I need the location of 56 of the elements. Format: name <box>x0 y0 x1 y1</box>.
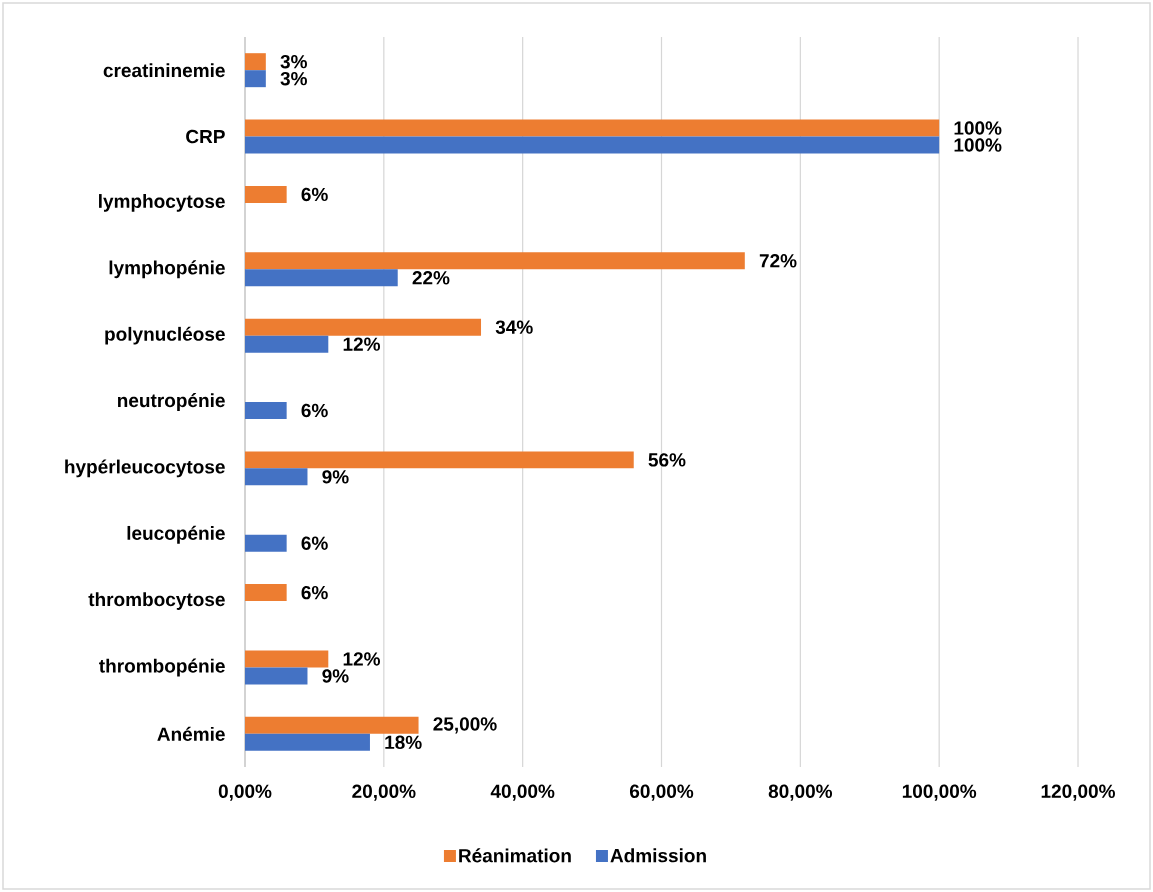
data-label: 9% <box>322 470 349 484</box>
bar <box>245 335 329 353</box>
bar <box>245 650 329 668</box>
data-label: 25,00% <box>433 717 497 734</box>
bar <box>245 136 940 154</box>
data-label: 9% <box>322 669 349 683</box>
data-label: 6% <box>301 403 328 418</box>
data-label: 22% <box>412 271 450 285</box>
y-tick-label: thrombocytose <box>88 592 225 610</box>
legend-label: Admission <box>610 848 706 863</box>
y-tick-label: polynucléose <box>105 326 225 345</box>
data-label: 3% <box>280 54 307 69</box>
bar <box>245 534 287 552</box>
data-label: 12% <box>343 337 381 351</box>
bar <box>245 119 940 137</box>
bar <box>245 318 482 336</box>
x-tick-label: 100,00% <box>902 784 977 801</box>
bar <box>245 716 419 734</box>
y-tick-label: lymphopénie <box>109 260 225 279</box>
bar <box>245 451 634 469</box>
x-tick-label: 120,00% <box>1041 784 1115 801</box>
x-tick-label: 40,00% <box>490 784 555 801</box>
x-tick-label: 80,00% <box>768 784 833 801</box>
legend-label: Réanimation <box>459 848 571 863</box>
bar <box>245 733 370 751</box>
data-label: 34% <box>495 320 533 334</box>
y-tick-label: CRP <box>186 129 225 144</box>
y-tick-label: neutropénie <box>117 393 225 411</box>
x-tick-label: 20,00% <box>352 784 416 801</box>
x-tick-label: 60,00% <box>629 784 694 801</box>
x-tick-label: 0,00% <box>218 784 272 801</box>
data-label: 18% <box>385 735 422 750</box>
bar <box>245 269 398 287</box>
y-tick-label: thrombopénie <box>99 658 225 677</box>
bar <box>245 185 287 203</box>
bar <box>245 584 287 602</box>
bar <box>245 252 745 270</box>
y-tick-label: lymphocytose <box>99 194 225 212</box>
y-tick-label: hypérleucocytose <box>65 459 225 478</box>
data-label: 3% <box>280 71 307 86</box>
bar <box>245 468 308 486</box>
bar <box>245 53 266 71</box>
data-label: 56% <box>648 453 686 467</box>
data-label: 100% <box>954 138 1002 152</box>
y-tick-label: creatininemie <box>103 63 225 78</box>
y-tick-label: Anémie <box>157 726 225 741</box>
data-label: 6% <box>301 536 328 550</box>
y-tick-label: leucopénie <box>127 525 225 544</box>
data-label: 72% <box>759 254 797 268</box>
data-label: 12% <box>343 652 381 666</box>
bar <box>245 402 287 419</box>
data-label: 6% <box>301 187 328 202</box>
bar <box>245 667 308 685</box>
bar <box>245 70 266 88</box>
data-label: 6% <box>301 585 328 600</box>
data-label: 100% <box>954 121 1002 135</box>
